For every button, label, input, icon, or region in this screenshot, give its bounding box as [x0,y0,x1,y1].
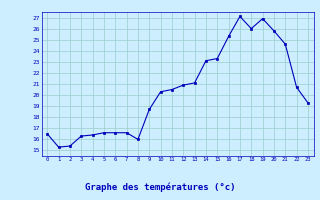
Text: Graphe des températures (°c): Graphe des températures (°c) [85,182,235,192]
